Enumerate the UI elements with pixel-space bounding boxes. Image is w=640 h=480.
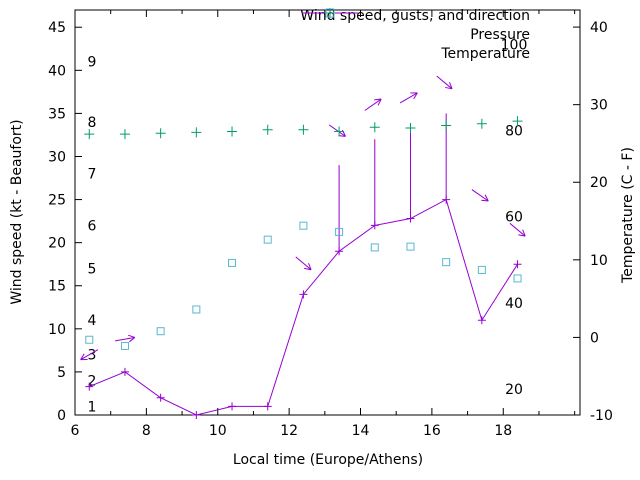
temperature-square-marker-icon [325,8,335,18]
svg-text:40: 40 [48,63,66,79]
svg-text:15: 15 [48,279,66,295]
wind-direction-arrow-icon [115,334,136,343]
svg-text:10: 10 [209,423,227,439]
wind-direction-arrow-icon [436,75,453,90]
svg-text:12: 12 [280,423,298,439]
temperature-series [85,221,522,350]
legend-label-pressure: Pressure [470,26,530,43]
wind-direction-arrow-icon [471,189,489,202]
svg-text:18: 18 [494,423,512,439]
svg-text:-10: -10 [590,408,613,424]
y-left-axis-title: Wind speed (kt - Beaufort) [9,119,25,305]
svg-text:80: 80 [505,124,523,140]
x-axis-title: Local time (Europe/Athens) [232,452,424,468]
axes [74,9,581,416]
svg-text:10: 10 [590,253,608,269]
svg-text:9: 9 [88,55,97,71]
svg-text:16: 16 [423,423,441,439]
svg-text:60: 60 [505,210,523,226]
legend-item-temperature: Temperature [300,8,530,63]
svg-text:45: 45 [48,20,66,36]
svg-text:2: 2 [88,374,97,390]
svg-text:3: 3 [88,348,97,364]
wind-direction-arrow-icon [328,124,346,137]
wind-direction-arrow-icon [80,349,99,361]
pressure-series [84,116,523,140]
svg-text:6: 6 [71,423,80,439]
svg-text:5: 5 [88,262,97,278]
pressure-legend-plus-icon [325,8,336,18]
svg-text:100: 100 [501,37,528,53]
legend: Wind speed, gusts, and direction Pressur… [300,6,530,63]
legend-item-pressure: Pressure [300,8,530,44]
wind-direction-arrow-icon [295,256,312,271]
svg-text:6: 6 [88,218,97,234]
svg-text:30: 30 [48,149,66,165]
axis-tick-labels: 6 8 10 12 14 16 18051015202530354045-100102030… [48,20,613,439]
y-right-axis-title: Temperature (C - F) [620,147,636,283]
svg-text:0: 0 [590,330,599,346]
svg-text:20: 20 [48,236,66,252]
svg-text:4: 4 [88,313,97,329]
wind-direction-arrow-icon [364,98,382,111]
svg-text:25: 25 [48,193,66,209]
pressure-plus-marker-icon [325,8,336,18]
svg-text:8: 8 [88,115,97,131]
svg-text:14: 14 [352,423,370,439]
svg-text:30: 30 [590,98,608,114]
legend-label-temperature: Temperature [441,45,530,62]
svg-text:35: 35 [48,106,66,122]
svg-text:8: 8 [142,423,151,439]
svg-text:10: 10 [48,322,66,338]
svg-text:20: 20 [590,175,608,191]
wind-direction-arrow-icon [399,92,418,104]
svg-text:7: 7 [88,167,97,183]
legend-label-wind: Wind speed, gusts, and direction [300,7,530,24]
wind-series [80,75,526,419]
svg-text:0: 0 [57,408,66,424]
svg-text:5: 5 [57,365,66,381]
svg-text:40: 40 [590,20,608,36]
wind-direction-arrow-icon [509,222,526,237]
temperature-legend-square-icon [325,8,335,18]
svg-text:20: 20 [505,382,523,398]
svg-text:40: 40 [505,296,523,312]
svg-text:1: 1 [88,399,97,415]
